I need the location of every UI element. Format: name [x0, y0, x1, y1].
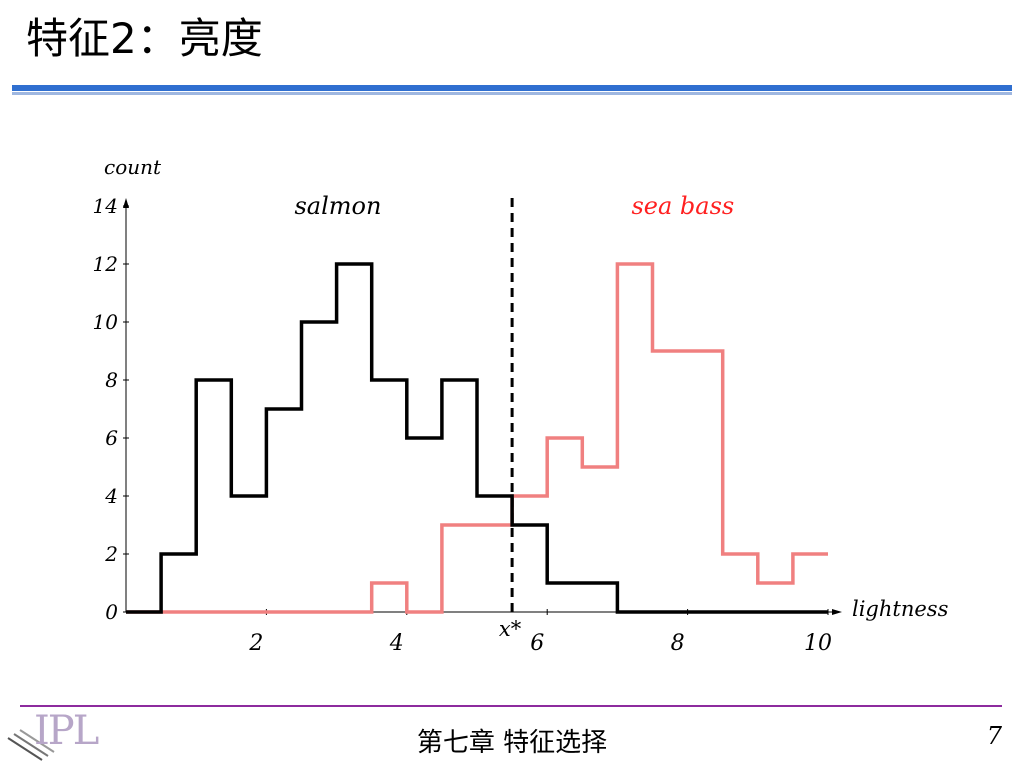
y-tick-label: 6	[105, 426, 118, 450]
title-divider	[12, 85, 1012, 91]
x-tick-label: 10	[804, 631, 832, 656]
y-tick-label: 4	[104, 484, 118, 508]
x-axis-label: lightness	[852, 597, 949, 621]
x-tick-label: 2	[248, 631, 263, 656]
x-tick-label: 4	[389, 631, 404, 656]
salmon-series-line	[126, 262, 828, 614]
threshold-label: x*	[499, 617, 522, 641]
footer-chapter-text: 第七章 特征选择	[416, 728, 608, 758]
page-number: 7	[986, 722, 1002, 750]
sea-bass-series-label: sea bass	[631, 192, 734, 220]
x-tick-label: 8	[671, 631, 685, 656]
footer-divider	[20, 705, 1002, 707]
logo-text: IPL	[34, 708, 99, 754]
y-tick-label: 14	[93, 194, 118, 218]
x-axis-arrow-icon	[832, 609, 842, 615]
y-tick-label: 2	[104, 542, 118, 566]
logo-stripes-icon	[7, 729, 55, 761]
y-tick-label: 10	[93, 310, 119, 334]
y-axis-label: count	[104, 155, 162, 179]
histogram-chart: 0 2 4 6 8 10 12 14 2 4 6 8 10 count lightness salmon sea…	[93, 155, 949, 656]
title-divider-shadow	[12, 92, 1012, 95]
y-tick-label: 0	[105, 600, 118, 624]
slide-title: 特征2：亮度	[26, 14, 263, 63]
sea-bass-series-line	[126, 262, 828, 614]
ipl-logo: IPL	[4, 708, 104, 762]
y-tick-label: 12	[93, 252, 118, 276]
x-tick-label: 6	[530, 631, 544, 656]
salmon-series-label: salmon	[294, 192, 381, 220]
y-tick-label: 8	[105, 368, 118, 392]
